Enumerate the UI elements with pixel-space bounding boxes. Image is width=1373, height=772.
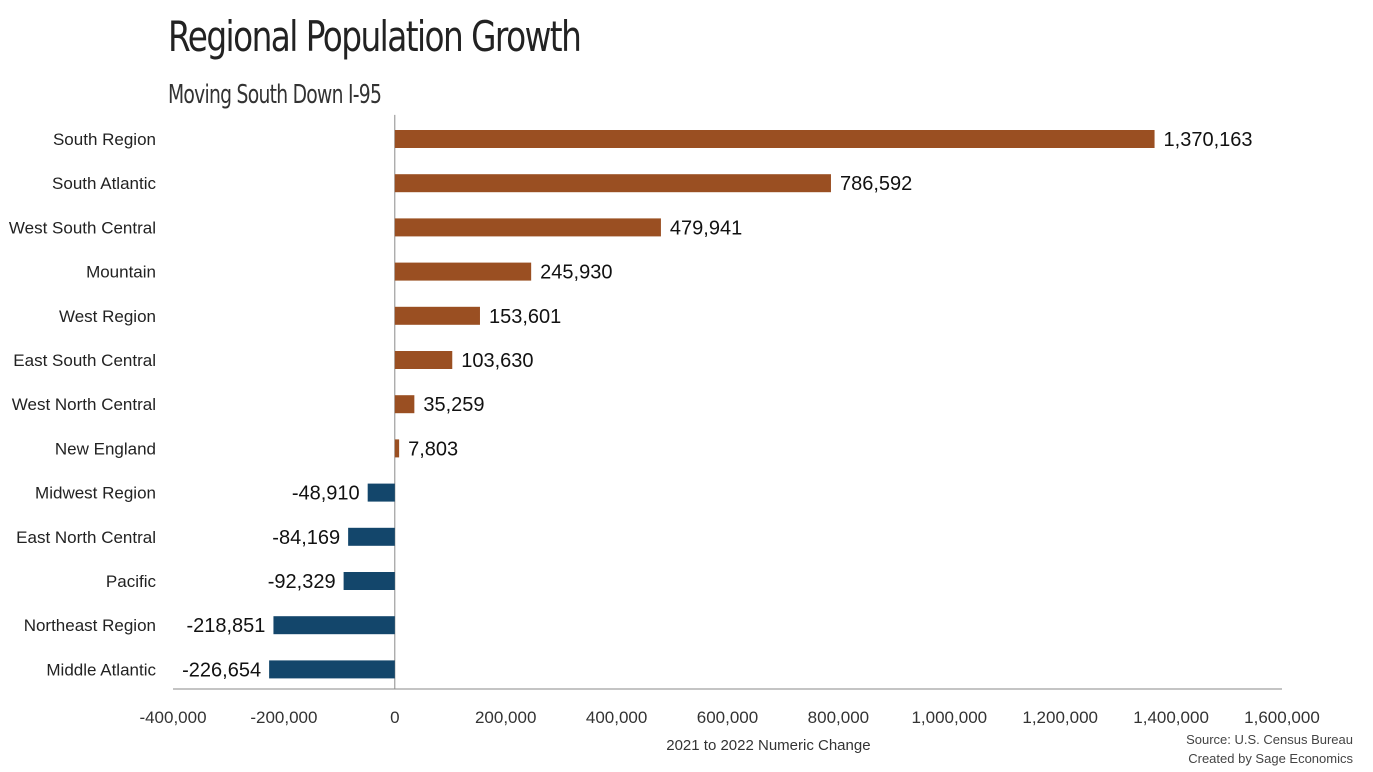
category-label: East North Central	[16, 528, 156, 547]
x-axis-title: 2021 to 2022 Numeric Change	[666, 737, 870, 754]
x-tick-label: 800,000	[808, 708, 869, 727]
bar	[394, 395, 415, 414]
source-note: Source: U.S. Census Bureau Created by Sa…	[1186, 730, 1353, 768]
category-label: Northeast Region	[24, 616, 156, 635]
data-label: 153,601	[489, 306, 561, 328]
bar	[394, 262, 532, 281]
data-label: -218,851	[186, 615, 265, 637]
chart-title: Regional Population Growth	[168, 12, 582, 61]
bar	[269, 660, 395, 679]
bar	[394, 439, 400, 458]
category-label: Middle Atlantic	[46, 660, 156, 679]
bar	[394, 351, 453, 369]
data-label: 245,930	[540, 262, 612, 284]
category-label: South Region	[53, 130, 156, 149]
x-tick-label: 200,000	[475, 708, 536, 727]
data-label: -92,329	[268, 571, 336, 593]
x-tick-label: 1,000,000	[911, 708, 987, 727]
category-label: Mountain	[86, 263, 156, 282]
data-label: 7,803	[408, 438, 458, 460]
x-tick-label: 0	[390, 708, 399, 727]
bar	[394, 174, 831, 193]
bar	[394, 218, 661, 237]
bar	[348, 527, 395, 546]
bar	[367, 483, 395, 502]
x-tick-label: 600,000	[697, 708, 758, 727]
category-label: East South Central	[13, 351, 156, 370]
category-label: West South Central	[9, 218, 156, 237]
category-label: West North Central	[12, 395, 156, 414]
data-label: 479,941	[670, 217, 742, 239]
x-tick-label: 1,400,000	[1133, 708, 1209, 727]
x-tick-label: 1,600,000	[1244, 708, 1320, 727]
data-label: 103,630	[461, 350, 533, 372]
category-label: South Atlantic	[52, 174, 156, 193]
data-label: 1,370,163	[1164, 129, 1253, 151]
data-label: -226,654	[182, 659, 261, 681]
data-label: 35,259	[423, 394, 484, 416]
x-tick-label: -200,000	[250, 708, 317, 727]
source-text: Source: U.S. Census Bureau	[1186, 732, 1353, 747]
bar	[273, 616, 395, 635]
x-tick-label: 1,200,000	[1022, 708, 1098, 727]
chart-subtitle: Moving South Down I-95	[168, 80, 382, 110]
category-label: New England	[55, 439, 156, 458]
x-tick-label: 400,000	[586, 708, 647, 727]
category-label: Pacific	[106, 572, 157, 591]
data-label: -84,169	[272, 527, 340, 549]
bar	[343, 572, 395, 590]
credit-text: Created by Sage Economics	[1188, 751, 1353, 766]
bar	[394, 306, 480, 325]
data-label: 786,592	[840, 173, 912, 195]
bar	[394, 130, 1155, 148]
x-tick-label: -400,000	[139, 708, 206, 727]
category-label: West Region	[59, 307, 156, 326]
data-label: -48,910	[292, 483, 360, 505]
category-label: Midwest Region	[35, 484, 156, 503]
